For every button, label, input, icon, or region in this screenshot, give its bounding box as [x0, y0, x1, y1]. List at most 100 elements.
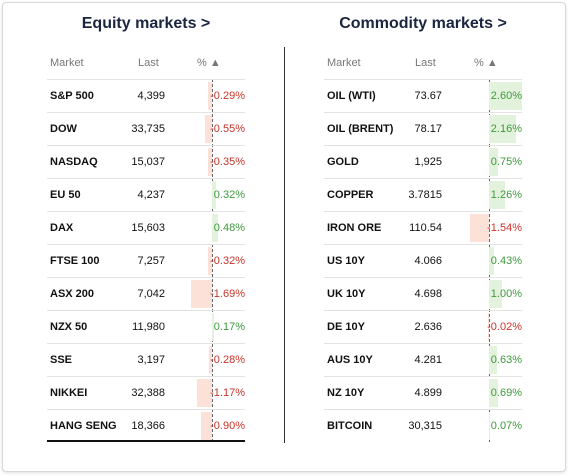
equity-zero-line: [212, 79, 213, 442]
last-price: 4,237: [137, 189, 165, 201]
header-pct-sort[interactable]: % ▲: [474, 57, 498, 69]
last-price: 30,315: [408, 420, 442, 432]
change-bar: [208, 82, 212, 110]
last-price: 4.281: [414, 354, 442, 366]
pct-change: 0.75%: [490, 156, 522, 168]
change-bar: [489, 181, 505, 209]
panel-divider: [284, 47, 285, 443]
last-price: 11,980: [132, 321, 165, 333]
change-bar: [208, 247, 212, 275]
pct-change: 0.32%: [213, 189, 245, 201]
last-price: 1,925: [414, 156, 442, 168]
equity-markets-link[interactable]: Equity markets >: [81, 15, 211, 32]
table-row[interactable]: EU 50 4,237 0.32%: [47, 178, 245, 211]
change-bar: [212, 313, 215, 341]
table-row[interactable]: COPPER 3.7815 1.26%: [324, 178, 522, 211]
table-row[interactable]: US 10Y 4.066 0.43%: [324, 244, 522, 277]
market-name: OIL (BRENT): [327, 123, 394, 135]
last-price: 4,399: [137, 90, 165, 102]
table-row[interactable]: DOW 33,735 -0.55%: [47, 112, 245, 145]
table-row[interactable]: SSE 3,197 -0.28%: [47, 343, 245, 376]
pct-change: 0.69%: [490, 387, 522, 399]
last-price: 4.899: [414, 387, 442, 399]
last-price: 3,197: [137, 354, 165, 366]
header-market[interactable]: Market: [327, 57, 361, 69]
market-name: BITCOIN: [327, 420, 373, 432]
last-price: 15,037: [131, 156, 165, 168]
table-row[interactable]: NIKKEI 32,388 -1.17%: [47, 376, 245, 409]
table-row[interactable]: FTSE 100 7,257 -0.32%: [47, 244, 245, 277]
header-market[interactable]: Market: [50, 57, 84, 69]
pct-change: 0.43%: [490, 255, 522, 267]
change-bar: [197, 379, 212, 407]
market-name: NZX 50: [50, 321, 88, 333]
change-bar: [208, 346, 212, 374]
header-last[interactable]: Last: [415, 57, 436, 69]
pct-change: 0.63%: [490, 354, 522, 366]
pct-change: 2.60%: [490, 90, 522, 102]
table-row[interactable]: DE 10Y 2.636 -0.02%: [324, 310, 522, 343]
change-bar: [488, 313, 489, 341]
equity-table-bottom-rule: [47, 440, 245, 442]
change-bar: [205, 115, 212, 143]
table-row[interactable]: S&P 500 4,399 -0.29%: [47, 79, 245, 112]
table-row[interactable]: DAX 15,603 0.48%: [47, 211, 245, 244]
market-name: NIKKEI: [50, 387, 88, 399]
market-name: COPPER: [327, 189, 374, 201]
market-name: ASX 200: [50, 288, 95, 300]
table-row[interactable]: UK 10Y 4.698 1.00%: [324, 277, 522, 310]
change-bar: [469, 214, 489, 242]
last-price: 15,603: [131, 222, 165, 234]
pct-change: -0.28%: [210, 354, 245, 366]
change-bar: [212, 214, 218, 242]
last-price: 33,735: [131, 123, 165, 135]
table-row[interactable]: BITCOIN 30,315 0.07%: [324, 409, 522, 442]
markets-card: Equity markets > Market Last % ▲ S&P 500…: [2, 2, 566, 472]
market-name: NZ 10Y: [327, 387, 365, 399]
table-row[interactable]: NZ 10Y 4.899 0.69%: [324, 376, 522, 409]
market-name: GOLD: [327, 156, 359, 168]
table-row[interactable]: OIL (WTI) 73.67 2.60%: [324, 79, 522, 112]
table-row[interactable]: NASDAQ 15,037 -0.35%: [47, 145, 245, 178]
pct-change: -1.17%: [210, 387, 245, 399]
market-name: OIL (WTI): [327, 90, 376, 102]
change-bar: [489, 346, 497, 374]
header-pct-sort[interactable]: % ▲: [197, 57, 221, 69]
change-bar: [489, 82, 522, 110]
table-row[interactable]: NZX 50 11,980 0.17%: [47, 310, 245, 343]
table-row[interactable]: IRON ORE 110.54 -1.54%: [324, 211, 522, 244]
table-row[interactable]: ASX 200 7,042 -1.69%: [47, 277, 245, 310]
pct-change: 0.07%: [490, 420, 522, 432]
pct-change: -0.55%: [210, 123, 245, 135]
table-row[interactable]: AUS 10Y 4.281 0.63%: [324, 343, 522, 376]
market-name: HANG SENG: [50, 420, 117, 432]
last-price: 110.54: [409, 222, 442, 234]
pct-change: -0.90%: [210, 420, 245, 432]
change-bar: [212, 181, 216, 209]
pct-change: -1.69%: [210, 288, 245, 300]
commodity-markets-link[interactable]: Commodity markets >: [339, 15, 507, 32]
change-bar: [489, 280, 502, 308]
market-name: DE 10Y: [327, 321, 365, 333]
change-bar: [489, 148, 499, 176]
change-bar: [200, 412, 212, 440]
last-price: 3.7815: [408, 189, 442, 201]
pct-change: 1.26%: [490, 189, 522, 201]
pct-change: 2.16%: [490, 123, 522, 135]
last-price: 73.67: [414, 90, 442, 102]
last-price: 4.698: [414, 288, 442, 300]
change-bar: [489, 247, 495, 275]
table-row[interactable]: HANG SENG 18,366 -0.90%: [47, 409, 245, 442]
table-row[interactable]: OIL (BRENT) 78.17 2.16%: [324, 112, 522, 145]
commodity-table-body: OIL (WTI) 73.67 2.60% OIL (BRENT) 78.17 2.16%…: [324, 79, 522, 442]
pct-change: -0.32%: [210, 255, 245, 267]
commodity-table-header: Market Last % ▲: [324, 47, 522, 79]
change-bar: [489, 412, 490, 440]
pct-change: 0.17%: [213, 321, 245, 333]
market-name: DOW: [50, 123, 77, 135]
header-last[interactable]: Last: [138, 57, 159, 69]
pct-change: -0.29%: [210, 90, 245, 102]
table-row[interactable]: GOLD 1,925 0.75%: [324, 145, 522, 178]
market-name: AUS 10Y: [327, 354, 373, 366]
last-price: 78.17: [414, 123, 442, 135]
